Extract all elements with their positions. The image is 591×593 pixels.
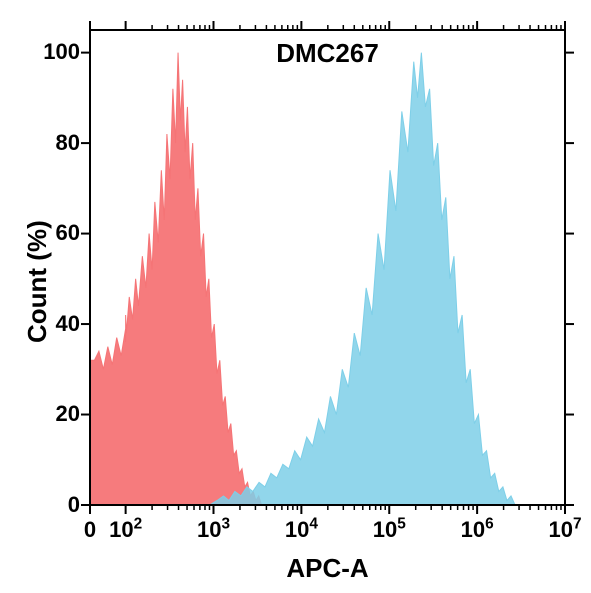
ytick-label: 40 [35,311,80,337]
xtick-label: 102 [101,517,151,543]
plot-area [90,30,565,505]
ytick-label: 20 [35,401,80,427]
xtick-label: 103 [189,517,239,543]
ytick-label: 0 [35,492,80,518]
chart-title: DMC267 [233,38,423,69]
xtick-label: 107 [540,517,590,543]
flow-cytometry-histogram: DMC267 Count (%) APC-A 020406080100 0102… [0,0,591,593]
xtick-label: 104 [276,517,326,543]
ytick-label: 100 [35,39,80,65]
ytick-label: 60 [35,220,80,246]
ytick-label: 80 [35,130,80,156]
xtick-label: 105 [364,517,414,543]
xtick-label: 106 [452,517,502,543]
plot-svg [90,30,565,505]
x-axis-label: APC-A [278,553,378,584]
